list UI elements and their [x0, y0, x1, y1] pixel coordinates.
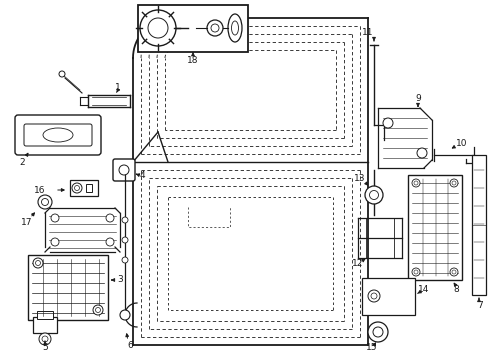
Circle shape — [93, 305, 103, 315]
Ellipse shape — [231, 21, 238, 35]
Circle shape — [106, 238, 114, 246]
Circle shape — [39, 333, 51, 345]
Circle shape — [95, 307, 101, 312]
Circle shape — [36, 261, 41, 266]
Circle shape — [122, 237, 128, 243]
Text: 14: 14 — [417, 285, 429, 294]
Circle shape — [122, 217, 128, 223]
Circle shape — [451, 181, 455, 185]
Text: 10: 10 — [455, 139, 467, 148]
Text: 8: 8 — [452, 285, 458, 294]
Circle shape — [449, 268, 457, 276]
Ellipse shape — [227, 14, 242, 42]
Circle shape — [369, 190, 378, 199]
Circle shape — [411, 179, 419, 187]
Circle shape — [74, 185, 80, 190]
Text: 1: 1 — [115, 82, 121, 91]
Circle shape — [449, 179, 457, 187]
Text: 12: 12 — [351, 260, 363, 269]
Bar — [86, 184, 92, 192]
FancyBboxPatch shape — [24, 124, 92, 146]
Circle shape — [72, 183, 82, 193]
Circle shape — [38, 195, 52, 209]
Text: 16: 16 — [34, 185, 46, 194]
Bar — [138, 5, 247, 52]
Text: 9: 9 — [414, 94, 420, 103]
Circle shape — [106, 214, 114, 222]
Circle shape — [148, 18, 168, 38]
Circle shape — [51, 238, 59, 246]
Ellipse shape — [43, 128, 73, 142]
Text: 2: 2 — [19, 158, 25, 166]
Circle shape — [382, 118, 392, 128]
Text: 15: 15 — [366, 343, 377, 352]
Text: 18: 18 — [187, 55, 198, 64]
Circle shape — [370, 293, 376, 299]
Circle shape — [122, 257, 128, 263]
FancyBboxPatch shape — [113, 159, 135, 181]
Circle shape — [210, 24, 219, 32]
Circle shape — [413, 181, 417, 185]
Bar — [471, 155, 485, 295]
Circle shape — [140, 10, 176, 46]
Circle shape — [372, 327, 382, 337]
Circle shape — [411, 268, 419, 276]
Bar — [70, 180, 98, 196]
Text: 17: 17 — [21, 217, 33, 226]
Bar — [28, 255, 108, 320]
Text: 4: 4 — [139, 171, 144, 180]
Circle shape — [206, 20, 223, 36]
Circle shape — [367, 322, 387, 342]
Bar — [407, 175, 461, 280]
Bar — [361, 278, 414, 315]
Circle shape — [41, 198, 48, 206]
Circle shape — [33, 258, 43, 268]
Circle shape — [120, 310, 130, 320]
Circle shape — [42, 336, 48, 342]
Bar — [37, 311, 53, 319]
Circle shape — [59, 71, 65, 77]
Circle shape — [119, 165, 129, 175]
Circle shape — [416, 148, 426, 158]
Text: 13: 13 — [353, 174, 365, 183]
Text: 3: 3 — [117, 275, 122, 284]
Circle shape — [51, 214, 59, 222]
Text: 6: 6 — [127, 341, 133, 350]
Bar — [33, 317, 57, 333]
Circle shape — [413, 270, 417, 274]
Text: 11: 11 — [362, 27, 373, 36]
Text: 7: 7 — [476, 301, 482, 310]
Circle shape — [451, 270, 455, 274]
FancyBboxPatch shape — [15, 115, 101, 155]
Text: 5: 5 — [42, 343, 48, 352]
Circle shape — [364, 186, 382, 204]
Circle shape — [367, 290, 379, 302]
